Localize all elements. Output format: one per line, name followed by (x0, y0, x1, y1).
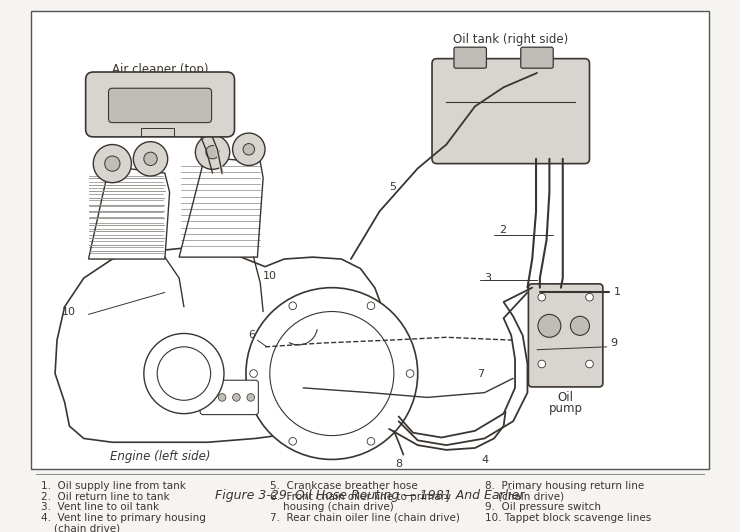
Circle shape (289, 437, 297, 445)
Text: Oil tank (right side): Oil tank (right side) (453, 33, 568, 46)
Polygon shape (179, 159, 263, 257)
Circle shape (406, 370, 414, 377)
Circle shape (289, 302, 297, 310)
Circle shape (538, 293, 545, 301)
FancyBboxPatch shape (109, 88, 212, 122)
Circle shape (206, 145, 219, 159)
Text: 1.  Oil supply line from tank: 1. Oil supply line from tank (41, 481, 186, 492)
Circle shape (243, 144, 255, 155)
FancyBboxPatch shape (200, 380, 258, 414)
Circle shape (247, 394, 255, 401)
Polygon shape (55, 247, 394, 442)
Circle shape (585, 360, 593, 368)
Text: Engine (left side): Engine (left side) (110, 450, 210, 463)
Circle shape (270, 312, 394, 436)
FancyBboxPatch shape (454, 47, 486, 68)
Text: 3.  Vent line to oil tank: 3. Vent line to oil tank (41, 502, 159, 512)
Circle shape (538, 314, 561, 337)
Circle shape (144, 334, 224, 414)
Bar (141, 128, 175, 136)
Text: housing (chain drive): housing (chain drive) (270, 502, 394, 512)
Text: Air cleaner (top): Air cleaner (top) (112, 63, 209, 76)
Text: Oil: Oil (558, 390, 574, 404)
Circle shape (93, 145, 132, 182)
FancyBboxPatch shape (528, 284, 603, 387)
Text: 2: 2 (499, 226, 506, 236)
Text: 6: 6 (249, 330, 255, 340)
Text: 1: 1 (613, 287, 620, 297)
Text: 7: 7 (477, 369, 485, 379)
Polygon shape (89, 169, 169, 259)
Text: 9: 9 (610, 338, 618, 348)
Text: 5: 5 (389, 182, 396, 193)
Text: 8: 8 (395, 460, 403, 469)
Circle shape (585, 293, 593, 301)
Text: 6.  Front chain oiler line to primary: 6. Front chain oiler line to primary (270, 492, 451, 502)
Circle shape (157, 347, 211, 400)
Text: pump: pump (548, 402, 582, 415)
Circle shape (571, 317, 590, 335)
Text: Figure 3-29. Oil Hose Routing — 1981 And Earlier: Figure 3-29. Oil Hose Routing — 1981 And… (215, 489, 525, 502)
Text: 4: 4 (481, 455, 488, 464)
Text: (chain drive): (chain drive) (485, 492, 564, 502)
Text: 7.  Rear chain oiler line (chain drive): 7. Rear chain oiler line (chain drive) (270, 513, 460, 523)
Text: 4.  Vent line to primary housing: 4. Vent line to primary housing (41, 513, 206, 523)
Text: 10: 10 (61, 306, 75, 317)
Circle shape (367, 302, 374, 310)
FancyBboxPatch shape (521, 47, 554, 68)
Text: 3: 3 (485, 273, 491, 283)
FancyBboxPatch shape (86, 72, 235, 137)
Circle shape (250, 370, 258, 377)
Circle shape (246, 288, 417, 460)
Circle shape (538, 360, 545, 368)
Circle shape (218, 394, 226, 401)
Text: 10: 10 (263, 271, 277, 281)
Text: 9.  Oil pressure switch: 9. Oil pressure switch (485, 502, 601, 512)
Circle shape (232, 133, 265, 165)
Circle shape (133, 142, 168, 176)
Circle shape (144, 152, 157, 165)
Text: 5.  Crankcase breather hose: 5. Crankcase breather hose (270, 481, 417, 492)
Text: (chain drive): (chain drive) (41, 523, 120, 532)
Text: 10. Tappet block scavenge lines: 10. Tappet block scavenge lines (485, 513, 650, 523)
Text: 2.  Oil return line to tank: 2. Oil return line to tank (41, 492, 169, 502)
Circle shape (105, 156, 120, 171)
Circle shape (195, 135, 229, 169)
Text: 8.  Primary housing return line: 8. Primary housing return line (485, 481, 644, 492)
Circle shape (232, 394, 241, 401)
FancyBboxPatch shape (432, 59, 590, 164)
Circle shape (367, 437, 374, 445)
